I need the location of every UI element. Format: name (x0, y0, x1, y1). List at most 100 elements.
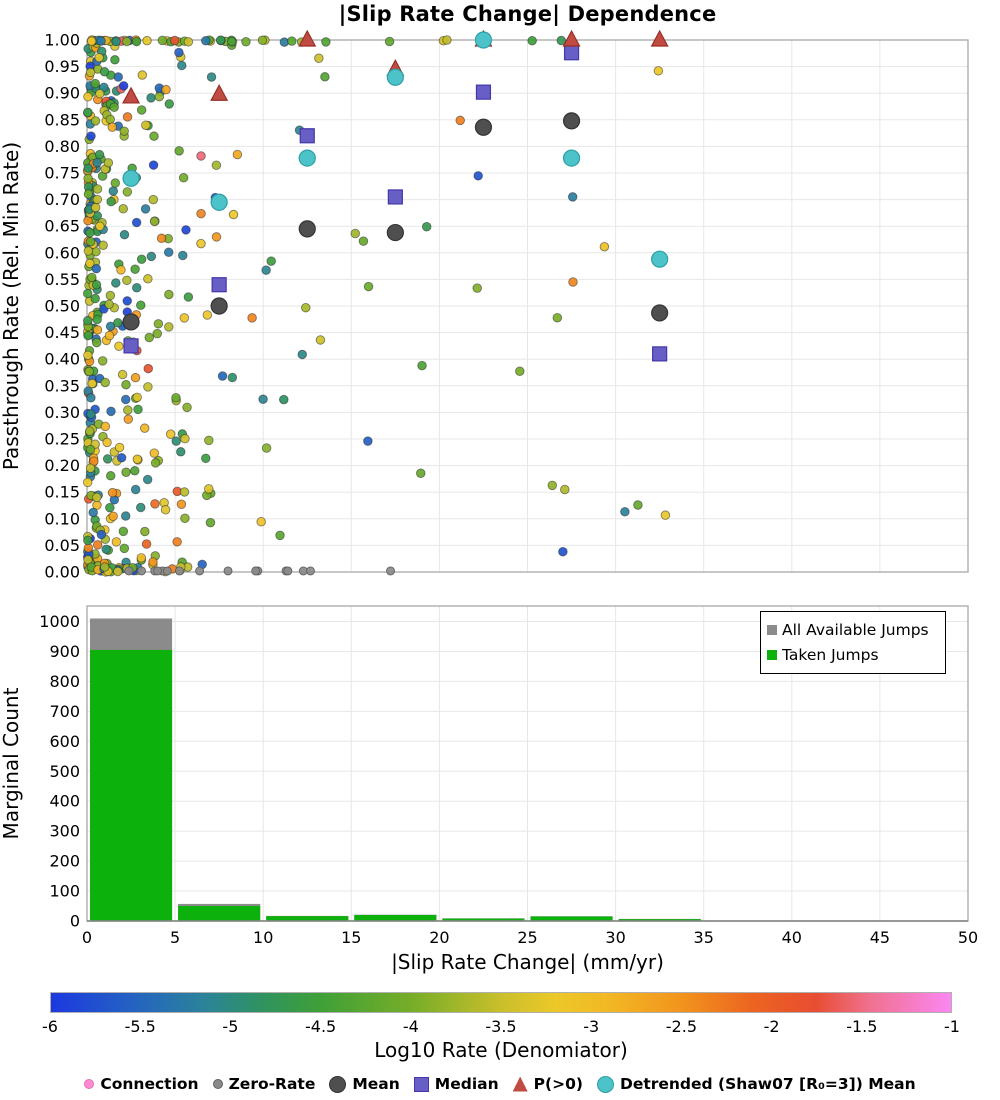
legend-item-label: Zero-Rate (229, 1075, 316, 1093)
scatter-point (141, 527, 150, 536)
bar-taken-jumps (178, 906, 260, 921)
scatter-point (118, 370, 127, 379)
scatter-point (123, 188, 132, 197)
scatter-panel: 0.000.050.100.150.200.250.300.350.400.45… (0, 31, 968, 582)
scatter-point (113, 567, 122, 576)
y-tick-label: 100 (49, 882, 80, 901)
scatter-point (102, 545, 111, 554)
x-tick-label: 50 (958, 928, 978, 947)
summary-marker (211, 298, 227, 314)
scatter-point (422, 222, 431, 231)
y-tick-label: 700 (49, 702, 80, 721)
scatter-point (443, 36, 452, 45)
scatter-point (93, 185, 102, 194)
scatter-point (142, 121, 151, 130)
scatter-point (93, 315, 102, 324)
scatter-point (91, 117, 100, 126)
scatter-point (560, 485, 569, 494)
scatter-point (154, 567, 162, 575)
scatter-y-axis-title: Passthrough Rate (Rel. Min Rate) (0, 142, 23, 470)
y-tick-label: 0.25 (44, 430, 80, 449)
y-tick-label: 0.50 (44, 297, 80, 316)
scatter-point (124, 406, 133, 415)
scatter-point (138, 71, 147, 80)
scatter-point (196, 567, 204, 575)
scatter-point (138, 567, 146, 575)
summary-marker (652, 305, 668, 321)
summary-marker (475, 32, 491, 48)
scatter-point (385, 37, 394, 46)
scatter-point (101, 422, 110, 431)
y-tick-label: 900 (49, 642, 80, 661)
scatter-point (137, 255, 146, 264)
scatter-point (86, 68, 95, 77)
scatter-point (473, 284, 482, 293)
scatter-point (86, 237, 95, 246)
scatter-point (93, 541, 102, 550)
scatter-point (87, 132, 96, 141)
legend-row-all-jumps: All Available Jumps (767, 617, 939, 642)
y-tick-label: 0.00 (44, 563, 80, 582)
scatter-point (364, 282, 373, 291)
scatter-point (155, 92, 164, 101)
scatter-point (95, 150, 104, 159)
scatter-point (141, 205, 150, 214)
scatter-point (136, 301, 145, 310)
scatter-point (95, 89, 104, 98)
scatter-point (276, 531, 285, 540)
y-tick-label: 0.20 (44, 456, 80, 475)
x-tick-label: 35 (694, 928, 714, 947)
scatter-point (175, 147, 184, 156)
colorbar-tick-label: -2.5 (666, 1017, 697, 1036)
scatter-point (107, 197, 116, 206)
x-tick-label: 10 (253, 928, 273, 947)
scatter-point (259, 395, 268, 404)
scatter-point (83, 316, 92, 325)
scatter-point (84, 174, 93, 183)
scatter-point (149, 558, 158, 567)
scatter-point (252, 567, 260, 575)
scatter-point (83, 478, 92, 487)
y-tick-label: 800 (49, 672, 80, 691)
scatter-point (147, 252, 156, 261)
dot-marker-icon (213, 1079, 223, 1089)
scatter-point (106, 472, 115, 481)
scatter-point (121, 395, 130, 404)
scatter-point (123, 276, 132, 285)
scatter-point (418, 361, 427, 370)
y-tick-label: 0.40 (44, 350, 80, 369)
scatter-point (137, 106, 146, 115)
scatter-point (165, 323, 174, 332)
colorbar-gradient (50, 992, 952, 1013)
scatter-point (92, 281, 101, 290)
scatter-point (137, 554, 146, 563)
scatter-point (553, 313, 562, 322)
x-tick-label: 30 (605, 928, 625, 947)
scatter-point (142, 540, 151, 549)
chart-canvas: 0.000.050.100.150.200.250.300.350.400.45… (0, 0, 1000, 1100)
scatter-point (91, 203, 100, 212)
scatter-point (654, 67, 663, 76)
scatter-point (92, 264, 101, 273)
summary-marker (387, 69, 403, 85)
scatter-point (86, 464, 95, 473)
scatter-point (84, 190, 93, 199)
scatter-point (216, 36, 225, 45)
scatter-point (96, 222, 105, 231)
scatter-point (242, 37, 251, 46)
scatter-point (180, 314, 189, 323)
scatter-point (84, 331, 93, 340)
scatter-point (114, 319, 123, 328)
summary-marker (124, 339, 138, 353)
legend-item-zero-rate: Zero-Rate (213, 1075, 316, 1093)
scatter-point (258, 36, 267, 45)
histogram-legend[interactable]: All Available Jumps Taken Jumps (760, 611, 946, 674)
colorbar-tick-label: -3.5 (485, 1017, 516, 1036)
scatter-point (144, 364, 153, 373)
scatter-point (119, 204, 128, 213)
scatter-point (108, 488, 117, 497)
summary-marker (211, 194, 227, 210)
colorbar-label: Log10 Rate (Denomiator) (50, 1038, 952, 1062)
scatter-point (104, 159, 113, 168)
scatter-point (228, 373, 237, 382)
